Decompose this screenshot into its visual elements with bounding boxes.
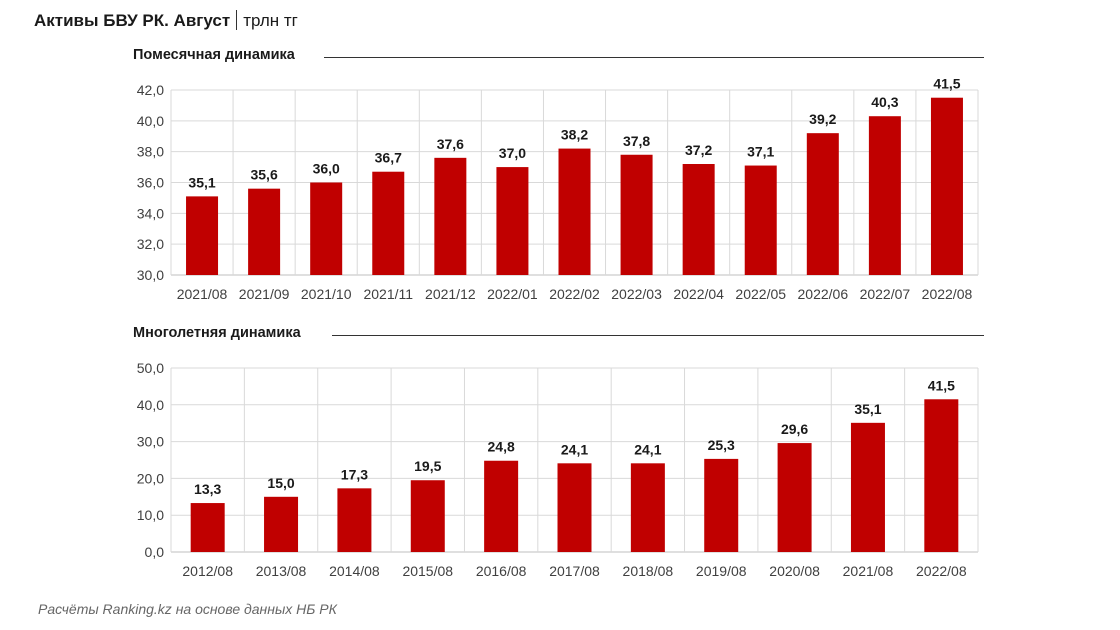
data-label: 37,8 — [623, 133, 650, 149]
data-label: 37,6 — [437, 136, 464, 152]
chart-header: Активы БВУ РК. Август трлн тг — [34, 10, 298, 31]
data-label: 35,1 — [854, 401, 881, 417]
data-label: 40,3 — [871, 94, 898, 110]
x-tick-label: 2012/08 — [182, 563, 233, 579]
x-tick-label: 2022/07 — [860, 286, 911, 302]
data-label: 41,5 — [928, 377, 955, 393]
y-tick-label: 40,0 — [137, 113, 164, 129]
unit-label: трлн тг — [243, 11, 298, 30]
data-label: 29,6 — [781, 421, 808, 437]
bar — [704, 458, 739, 552]
bar — [186, 196, 219, 275]
y-tick-label: 40,0 — [137, 397, 164, 413]
y-tick-label: 20,0 — [137, 470, 164, 486]
title-separator — [236, 10, 238, 30]
bar — [930, 97, 963, 275]
x-tick-label: 2021/12 — [425, 286, 476, 302]
x-tick-label: 2016/08 — [476, 563, 527, 579]
bar — [372, 171, 405, 275]
bar — [630, 463, 665, 552]
bar — [434, 157, 467, 275]
bar — [558, 148, 591, 275]
data-label: 37,0 — [499, 145, 526, 161]
bar — [410, 480, 445, 552]
data-label: 35,1 — [188, 174, 215, 190]
section-rule-multiyear — [332, 335, 984, 336]
data-label: 38,2 — [561, 127, 588, 143]
data-label: 24,1 — [634, 441, 661, 457]
x-tick-label: 2022/01 — [487, 286, 538, 302]
bar — [190, 503, 225, 552]
bar — [806, 133, 839, 275]
x-tick-label: 2020/08 — [769, 563, 820, 579]
x-tick-label: 2022/08 — [916, 563, 967, 579]
bar — [484, 460, 519, 552]
x-tick-label: 2019/08 — [696, 563, 747, 579]
bar — [850, 422, 885, 552]
monthly-bar-chart: 30,0 32,0 34,0 36,0 38,0 40,0 42,0 35,1 2021/08 3… — [137, 76, 979, 302]
x-tick-label: 2014/08 — [329, 563, 380, 579]
x-tick-label: 2022/08 — [922, 286, 973, 302]
bar — [620, 154, 653, 275]
bar — [924, 399, 959, 552]
x-tick-label: 2018/08 — [623, 563, 674, 579]
x-tick-label: 2017/08 — [549, 563, 600, 579]
data-label: 17,3 — [341, 466, 368, 482]
data-label: 36,0 — [313, 161, 340, 177]
y-tick-label: 42,0 — [137, 82, 164, 98]
section-rule-monthly — [324, 57, 984, 58]
x-tick-label: 2022/04 — [673, 286, 724, 302]
data-label: 13,3 — [194, 481, 221, 497]
x-tick-label: 2021/10 — [301, 286, 352, 302]
data-label: 24,8 — [488, 439, 515, 455]
data-label: 19,5 — [414, 458, 441, 474]
bar — [248, 188, 281, 275]
data-label: 36,7 — [375, 150, 402, 166]
source-note: Расчёты Ranking.kz на основе данных НБ Р… — [38, 601, 337, 617]
data-label: 24,1 — [561, 441, 588, 457]
bar — [868, 116, 901, 275]
data-label: 39,2 — [809, 111, 836, 127]
bar — [496, 167, 529, 275]
bar — [557, 463, 592, 552]
x-tick-label: 2022/06 — [798, 286, 849, 302]
data-label: 37,1 — [747, 144, 774, 160]
y-tick-label: 30,0 — [137, 434, 164, 450]
data-label: 15,0 — [267, 475, 294, 491]
y-tick-label: 32,0 — [137, 236, 164, 252]
bar — [310, 182, 343, 275]
x-tick-label: 2015/08 — [402, 563, 453, 579]
bar — [682, 164, 715, 275]
x-tick-label: 2021/08 — [177, 286, 228, 302]
data-label: 35,6 — [250, 167, 277, 183]
x-tick-label: 2022/02 — [549, 286, 600, 302]
y-tick-label: 10,0 — [137, 507, 164, 523]
chart-title: Активы БВУ РК. Август — [34, 11, 231, 30]
multiyear-bar-chart: 0,0 10,0 20,0 30,0 40,0 50,0 13,3 2012/08 15,0 20… — [137, 360, 979, 579]
y-tick-label: 36,0 — [137, 175, 164, 191]
section-title-multiyear: Многолетняя динамика — [133, 325, 301, 341]
bar — [337, 488, 372, 552]
x-tick-label: 2022/05 — [735, 286, 786, 302]
x-tick-label: 2021/08 — [843, 563, 894, 579]
data-label: 25,3 — [708, 437, 735, 453]
bar — [264, 496, 299, 552]
x-tick-label: 2013/08 — [256, 563, 307, 579]
y-tick-label: 34,0 — [137, 205, 164, 221]
x-tick-label: 2021/09 — [239, 286, 290, 302]
y-tick-label: 30,0 — [137, 267, 164, 283]
data-label: 41,5 — [933, 76, 960, 92]
x-tick-label: 2021/11 — [363, 286, 413, 302]
y-tick-label: 38,0 — [137, 144, 164, 160]
y-tick-label: 0,0 — [145, 544, 165, 560]
bar — [777, 443, 812, 552]
data-label: 37,2 — [685, 142, 712, 158]
section-title-monthly: Помесячная динамика — [133, 47, 295, 63]
y-tick-label: 50,0 — [137, 360, 164, 376]
bar — [744, 165, 777, 275]
x-tick-label: 2022/03 — [611, 286, 662, 302]
